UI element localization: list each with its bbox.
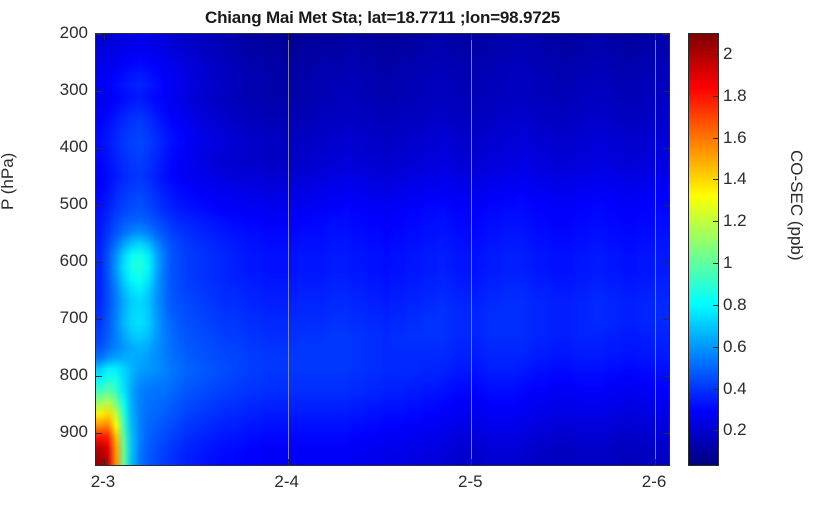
y-tick-label: 900: [59, 421, 88, 441]
y-tick-mark: [663, 318, 669, 320]
colorbar-gradient: [689, 34, 718, 465]
colorbar-tick-label: 0.6: [723, 336, 747, 356]
y-tick-label: 200: [59, 23, 88, 42]
x-tick-mark: [471, 459, 472, 465]
colorbar-tick-label: 0.8: [723, 294, 747, 314]
y-tick-mark: [96, 90, 102, 92]
y-tick-mark: [663, 375, 669, 377]
x-tick-mark: [655, 459, 656, 465]
x-tick-mark: [288, 459, 289, 465]
y-tick-mark: [96, 375, 102, 377]
chart-title: Chiang Mai Met Sta; lat=18.7711 ;lon=98.…: [205, 8, 560, 27]
colorbar-tick-label: 1.4: [723, 169, 747, 189]
y-tick-mark: [96, 318, 102, 320]
colorbar: [688, 33, 719, 466]
heatmap-axes: [95, 33, 670, 466]
colorbar-tick-label: 1.6: [723, 127, 747, 147]
y-tick-label: 300: [59, 79, 88, 99]
y-tick-mark: [96, 432, 102, 434]
y-tick-label: 500: [59, 193, 88, 213]
y-tick-mark: [663, 261, 669, 263]
colorbar-tick-labels: 0.2 0.4 0.6 0.8 1 1.2 1.4 1.6 1.8 2: [723, 33, 783, 466]
y-tick-mark: [663, 204, 669, 206]
colorbar-tick-label: 0.2: [723, 420, 747, 440]
y-tick-mark: [96, 204, 102, 206]
colorbar-tick-label: 1.8: [723, 85, 747, 105]
y-tick-label: 700: [59, 307, 88, 327]
y-tick-label: 400: [59, 136, 88, 156]
y-axis-tick-labels: 200 300 400 500 600 700 800 900: [0, 23, 88, 466]
y-tick-mark: [663, 90, 669, 92]
x-tick-mark: [288, 34, 289, 40]
y-tick-mark: [663, 147, 669, 149]
heatmap-image: [96, 34, 669, 465]
y-tick-mark: [663, 432, 669, 434]
x-tick-label: 2-5: [458, 472, 483, 491]
x-tick-mark: [104, 459, 105, 465]
colorbar-tick-label: 2: [723, 43, 733, 63]
y-axis-title: P (hPa): [0, 152, 17, 210]
colorbar-tick-label: 1: [723, 253, 733, 273]
colorbar-tick-label: 1.2: [723, 211, 747, 231]
y-tick-mark: [96, 261, 102, 263]
colorbar-tick-label: 0.4: [723, 378, 747, 398]
colorbar-title: CO-SEC (ppb): [787, 150, 806, 261]
y-tick-label: 600: [59, 250, 88, 270]
x-tick-mark: [655, 34, 656, 40]
y-tick-mark: [96, 34, 102, 35]
x-axis-tick-labels: 2-3 2-4 2-5 2-6: [91, 472, 670, 498]
y-tick-mark: [663, 34, 669, 35]
x-tick-label: 2-3: [90, 472, 116, 491]
y-tick-label: 800: [59, 364, 88, 384]
x-tick-mark: [471, 34, 472, 40]
x-tick-mark: [104, 34, 105, 40]
x-tick-label: 2-6: [641, 472, 667, 491]
y-tick-mark: [96, 147, 102, 149]
x-tick-label: 2-4: [274, 472, 299, 491]
